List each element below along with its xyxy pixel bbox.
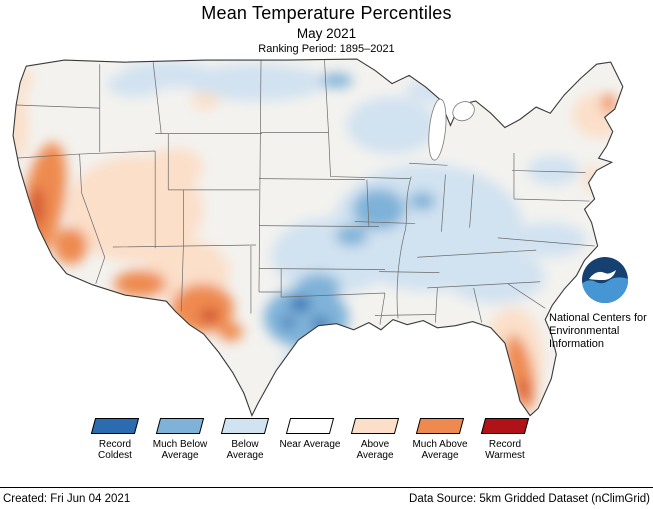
legend-swatch-much-below-average xyxy=(155,418,205,434)
legend-swatch-near-average xyxy=(285,418,335,434)
page-subtitle: May 2021 xyxy=(296,26,357,41)
legend-item-below-average: Below Average xyxy=(214,418,276,461)
ncei-name: National Centers for Environmental Infor… xyxy=(549,312,653,351)
legend-label-record-coldest: Record Coldest xyxy=(98,439,132,461)
noaa-logo-icon xyxy=(582,257,628,303)
legend-label-much-below-average: Much Below Average xyxy=(152,439,208,461)
page-title: Mean Temperature Percentiles xyxy=(201,3,452,23)
legend-item-record-warmest: Record Warmest xyxy=(474,418,536,461)
ncei-name-line1: National Centers for xyxy=(549,312,647,324)
legend-label-much-above-average: Much Above Average xyxy=(412,439,468,461)
legend-item-much-above-average: Much Above Average xyxy=(409,418,471,461)
legend-label-above-average: Above Average xyxy=(356,439,394,461)
header: Mean Temperature Percentiles May 2021 Ra… xyxy=(0,3,653,55)
legend-item-much-below-average: Much Below Average xyxy=(149,418,211,461)
legend-swatch-much-above-average xyxy=(415,418,465,434)
ncei-name-line3: Information xyxy=(549,338,605,350)
legend-swatch-record-coldest xyxy=(90,418,140,434)
legend-label-below-average: Below Average xyxy=(226,439,264,461)
us-outline xyxy=(12,58,624,418)
data-source-text: Data Source: 5km Gridded Dataset (nClimG… xyxy=(409,492,650,505)
legend-swatch-record-warmest xyxy=(480,418,530,434)
legend-swatch-above-average xyxy=(350,418,400,434)
legend-item-near-average: Near Average xyxy=(279,418,341,461)
ncei-name-line2: Environmental xyxy=(549,325,620,337)
created-timestamp: Created: Fri Jun 04 2021 xyxy=(3,492,131,505)
great-lakes xyxy=(428,98,475,161)
state-borders xyxy=(16,60,595,325)
percentile-shading xyxy=(13,61,623,414)
lake-huron xyxy=(452,101,475,122)
lake-michigan xyxy=(428,98,447,161)
legend-swatch-below-average xyxy=(220,418,270,434)
legend-label-near-average: Near Average xyxy=(279,439,341,450)
ncei-branding: National Centers for Environmental Infor… xyxy=(549,256,653,351)
legend-label-record-warmest: Record Warmest xyxy=(485,439,525,461)
legend-item-above-average: Above Average xyxy=(344,418,406,461)
footer: Created: Fri Jun 04 2021 Data Source: 5k… xyxy=(0,487,653,509)
legend: Record Coldest Much Below Average Below … xyxy=(78,418,542,461)
us-temperature-percentile-map xyxy=(12,58,624,418)
legend-item-record-coldest: Record Coldest xyxy=(84,418,146,461)
ranking-period: Ranking Period: 1895–2021 xyxy=(258,43,395,55)
